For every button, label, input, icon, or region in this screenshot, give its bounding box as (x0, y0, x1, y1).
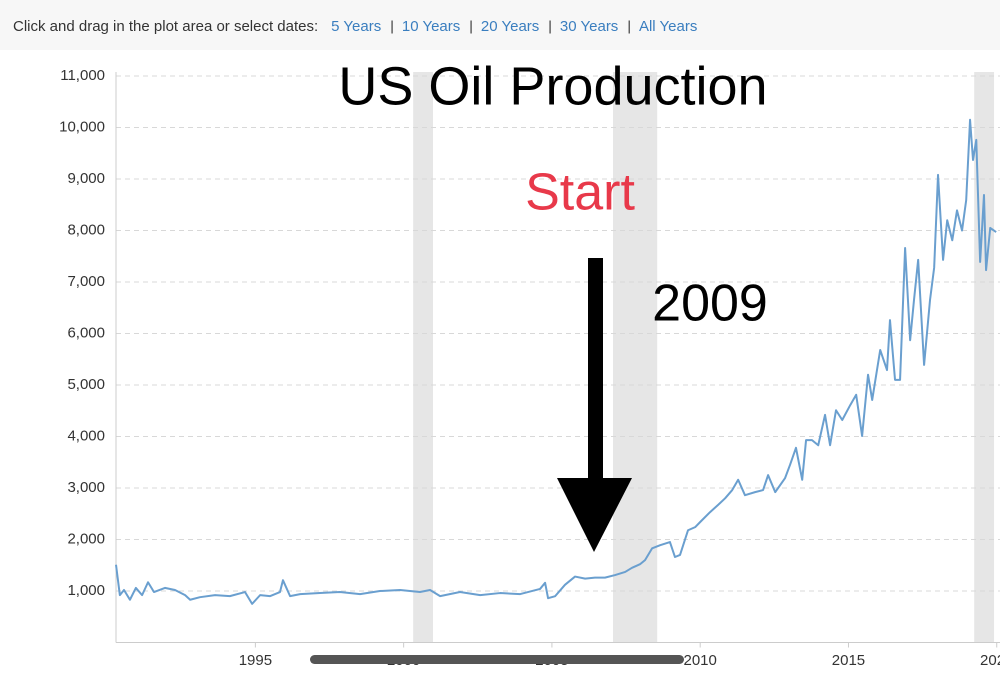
prompt: Click and drag in the plot area or selec… (13, 18, 318, 35)
data-line (115, 118, 997, 605)
x-tick-label: 1995 (239, 652, 272, 669)
x-tick-label: 2020 (980, 652, 1000, 669)
separator: | (548, 18, 552, 34)
annotation: Start (525, 164, 635, 222)
date-link[interactable]: All Years (639, 18, 697, 35)
y-tick-label: 1,000 (67, 582, 105, 599)
separator: | (390, 18, 394, 34)
date-link[interactable]: 5 Years (331, 18, 381, 35)
date-link[interactable]: 30 Years (560, 18, 618, 35)
recession-band (613, 72, 658, 643)
y-tick-label: 8,000 (67, 221, 105, 238)
x-tick-label: 2015 (832, 652, 865, 669)
y-tick-label: 7,000 (67, 273, 105, 290)
y-tick-label: 4,000 (67, 427, 105, 444)
separator: | (469, 18, 473, 34)
y-tick-label: 3,000 (67, 479, 105, 496)
y-tick-label: 10,000 (59, 118, 105, 135)
scrollbar (310, 655, 684, 664)
date-link[interactable]: 10 Years (402, 18, 460, 35)
y-tick-label: 9,000 (67, 170, 105, 187)
annotation: 2009 (652, 275, 768, 333)
y-tick-label: 2,000 (67, 530, 105, 547)
date-selector: Click and drag in the plot area or selec… (13, 18, 697, 35)
arrow (557, 258, 632, 552)
separator: | (627, 18, 631, 34)
plot: 1,000 2,000 3,000 4,000 5,000 6,000 7,000 8,000… (59, 56, 1000, 669)
recession-band (413, 72, 434, 643)
date-link[interactable]: 20 Years (481, 18, 539, 35)
x-tick-label: 2010 (684, 652, 717, 669)
y-tick-label: 11,000 (60, 67, 105, 84)
toolbar (0, 0, 1000, 50)
arrow-shaft (588, 258, 603, 483)
y-tick-label: 5,000 (67, 376, 105, 393)
y-tick-label: 6,000 (67, 324, 105, 341)
chart-title: US Oil Production (338, 56, 767, 116)
arrow-head (557, 478, 632, 552)
